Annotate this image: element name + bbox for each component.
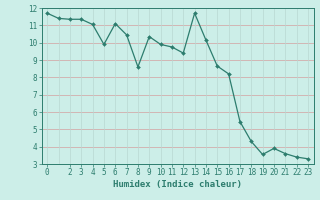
X-axis label: Humidex (Indice chaleur): Humidex (Indice chaleur) <box>113 180 242 189</box>
